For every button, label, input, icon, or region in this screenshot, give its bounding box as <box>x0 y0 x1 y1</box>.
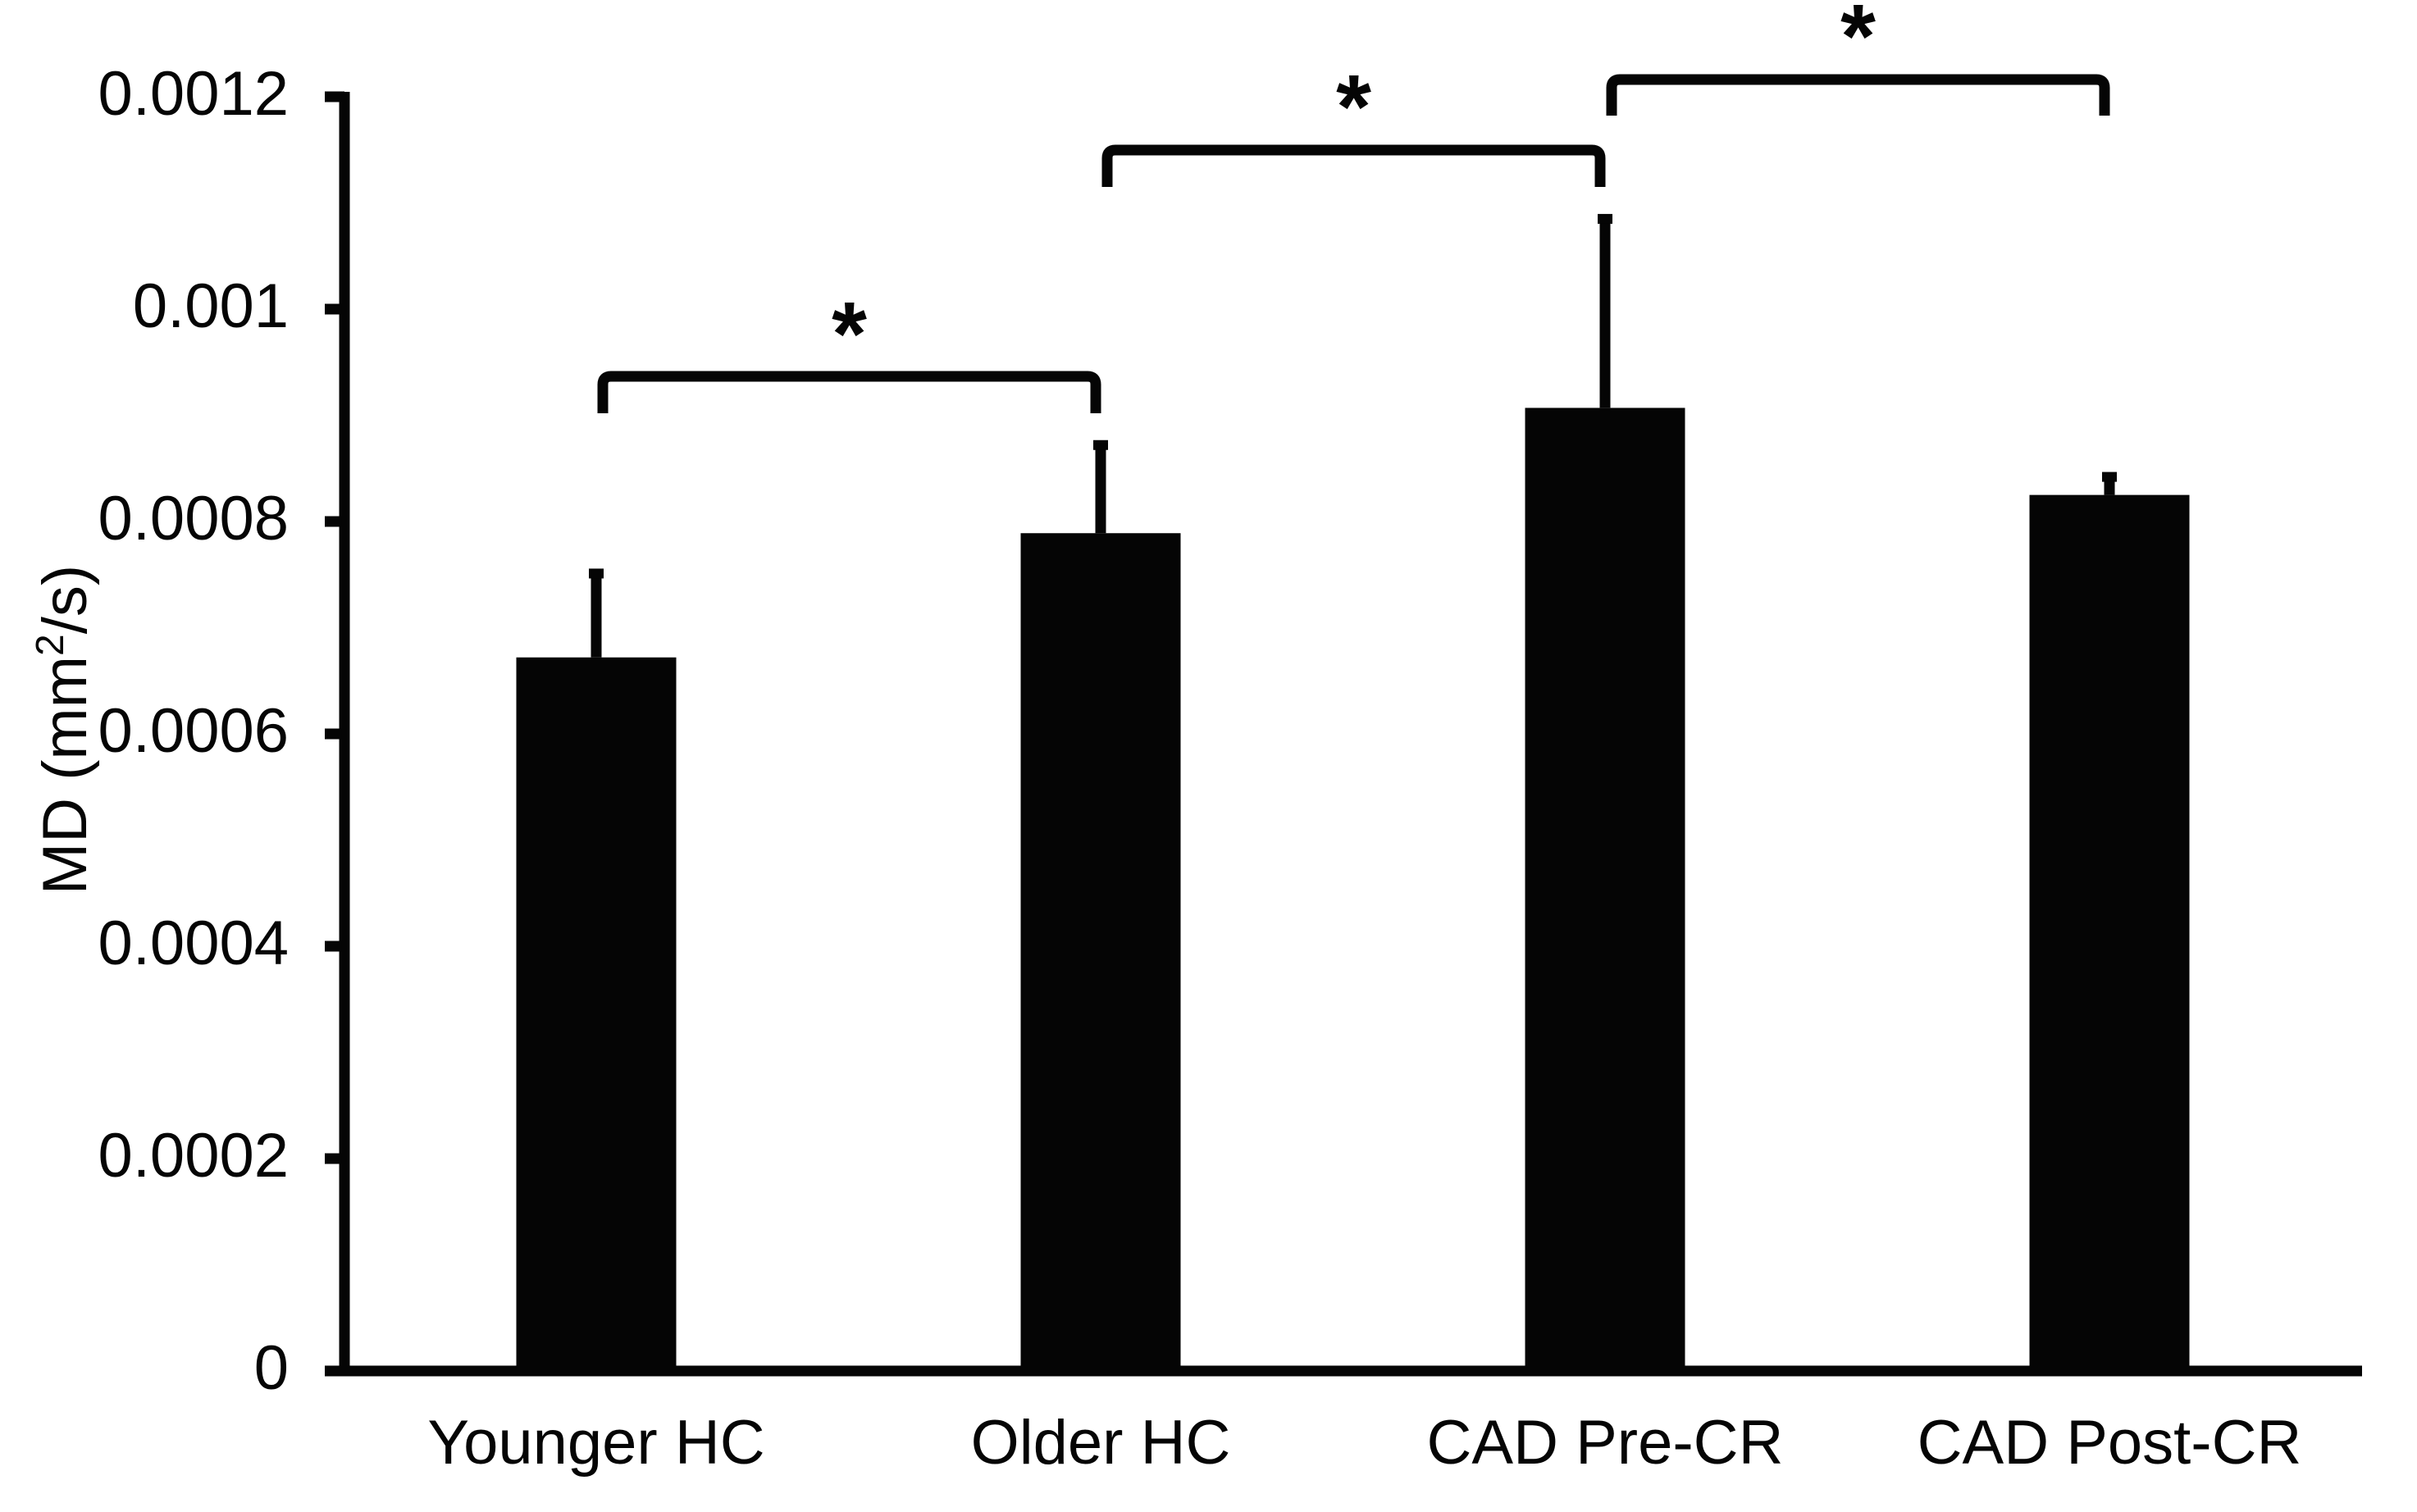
significance-bracket <box>1101 144 1606 187</box>
y-axis-title: MD (mm2/s) <box>29 565 100 895</box>
x-tick-label: Younger HC <box>427 1408 764 1478</box>
significance-asterisk: * <box>1840 0 1876 87</box>
error-bar-cap <box>2102 471 2117 482</box>
x-tick-label: Older HC <box>971 1408 1231 1478</box>
bar <box>1020 533 1181 1371</box>
significance-bracket <box>597 371 1101 413</box>
y-tick-label: 0.0012 <box>98 59 289 129</box>
x-tick-label: CAD Post-CR <box>1918 1408 2302 1478</box>
error-bar-cap <box>1598 213 1612 224</box>
significance-asterisk: * <box>832 284 867 385</box>
x-labels-layer: Younger HC Older HC CAD Pre-CR CAD Post-CR <box>427 1408 2301 1478</box>
significance-bracket <box>1606 74 2110 116</box>
y-tick-label: 0.0002 <box>98 1121 289 1191</box>
y-tick-label: 0 <box>254 1333 289 1403</box>
error-bar-cap <box>1093 439 1108 450</box>
y-tick-label: 0.0006 <box>98 696 289 766</box>
bar <box>516 657 677 1371</box>
bar <box>1525 408 1685 1371</box>
bars-layer <box>516 408 2190 1371</box>
y-tick-label: 0.0004 <box>98 909 289 978</box>
y-tick-label: 0.0008 <box>98 484 289 553</box>
significance-layer: * * * <box>597 0 2110 413</box>
bar <box>2029 494 2190 1371</box>
y-ticks-layer: 0 0.0002 0.0004 0.0006 0.0008 0.001 0.0012 <box>98 59 344 1403</box>
y-axis-title-tail: /s) <box>30 565 100 634</box>
y-tick-label: 0.001 <box>133 271 289 341</box>
x-tick-label: CAD Pre-CR <box>1427 1408 1784 1478</box>
significance-asterisk: * <box>1336 57 1371 157</box>
error-bar-cap <box>589 568 604 579</box>
y-axis-title-main: MD (mm <box>30 656 100 895</box>
error-bars-layer <box>589 213 2117 658</box>
y-axis-title-superscript: 2 <box>29 634 72 656</box>
